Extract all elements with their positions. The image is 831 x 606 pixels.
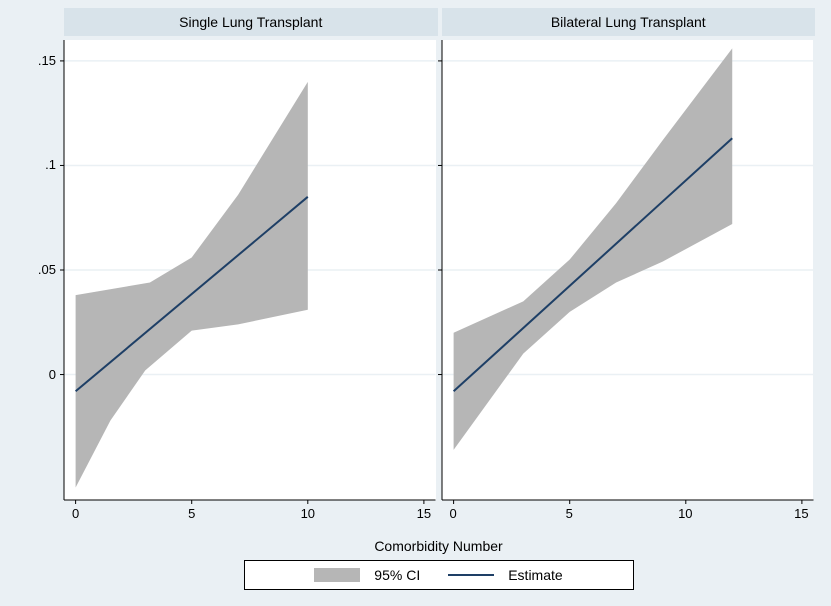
plot-svg [64,40,436,500]
ci-band [76,82,308,488]
figure-inner: 0 .05 .1 .15 Single Lung Transplant 0 5 10 15 Bil… [8,8,823,598]
ci-band [453,48,732,449]
legend-ci-swatch [314,568,360,582]
estimate-line [453,138,732,391]
xtick-label: 5 [554,506,584,521]
ytick-label: .05 [16,262,56,277]
ytick-label: .15 [16,53,56,68]
figure-root: 0 .05 .1 .15 Single Lung Transplant 0 5 10 15 Bil… [0,0,831,606]
xtick-label: 15 [786,506,816,521]
xtick-label: 10 [670,506,700,521]
xtick-label: 15 [409,506,439,521]
panel-title: Bilateral Lung Transplant [442,8,816,36]
xtick-label: 0 [61,506,91,521]
plot-svg [442,40,814,500]
plot-area [442,40,814,500]
xtick-label: 10 [293,506,323,521]
legend: 95% CI Estimate [244,560,634,590]
legend-line-swatch [448,574,494,576]
ytick-label: 0 [16,367,56,382]
legend-ci-label: 95% CI [374,567,420,583]
ytick-label: .1 [16,157,56,172]
legend-item-line: Estimate [448,567,562,583]
xtick-label: 5 [177,506,207,521]
panel-title: Single Lung Transplant [64,8,438,36]
legend-item-ci: 95% CI [314,567,420,583]
plot-area [64,40,436,500]
legend-line-label: Estimate [508,567,562,583]
xtick-label: 0 [438,506,468,521]
x-axis-label: Comorbidity Number [64,532,813,560]
